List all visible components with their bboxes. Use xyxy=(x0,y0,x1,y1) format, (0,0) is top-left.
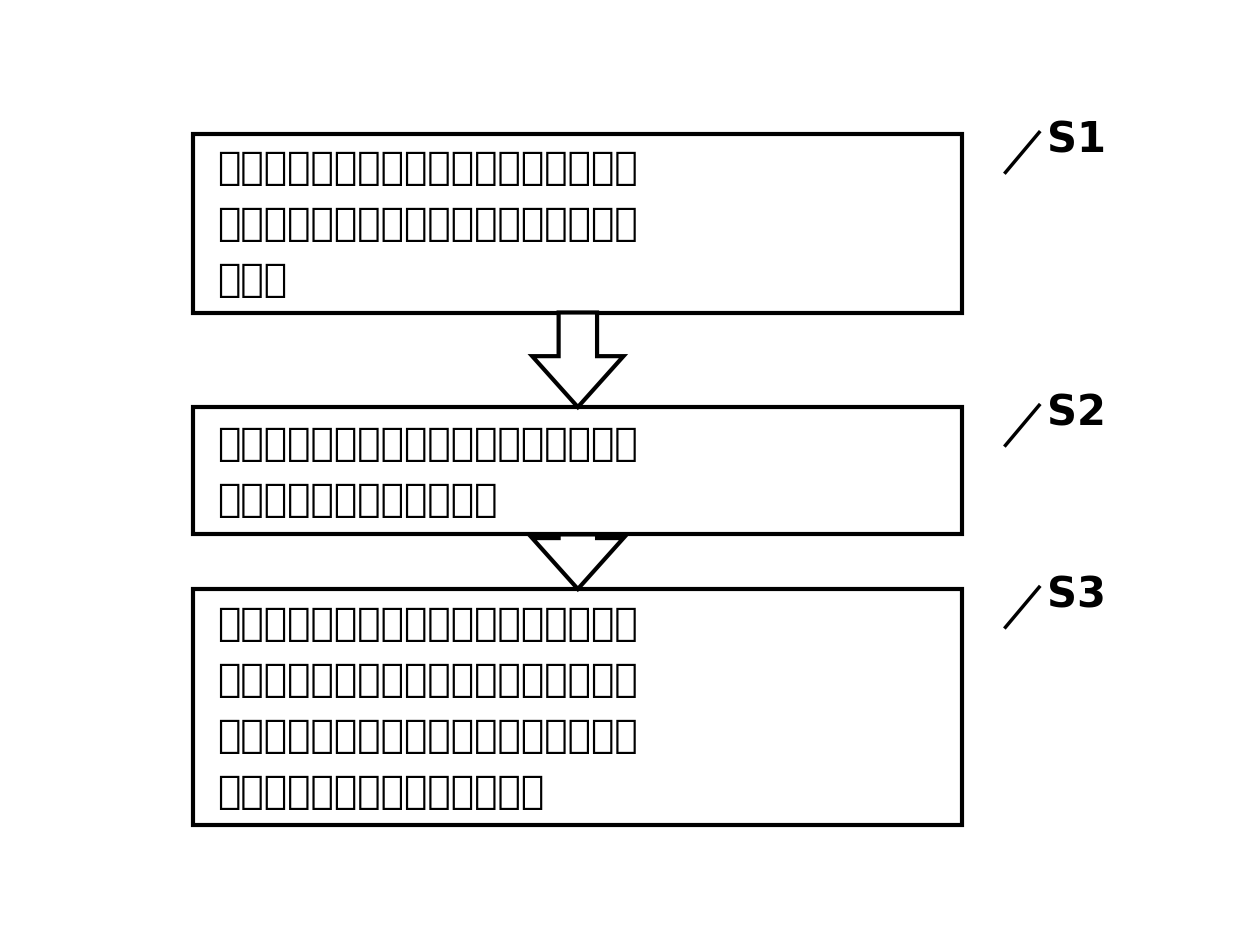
Bar xyxy=(193,408,962,535)
Text: S3: S3 xyxy=(1047,574,1106,615)
Text: 根据段号查询预先存储的段表，获取段表
内段号对应的起始物理地址: 根据段号查询预先存储的段表，获取段表 内段号对应的起始物理地址 xyxy=(217,424,639,518)
Polygon shape xyxy=(532,535,624,589)
Text: S1: S1 xyxy=(1047,120,1106,161)
Text: 根据段内偏移量与起始物理地址，获取相
对于起始物理地址偏移段内偏移量的实际
物理地址，并根据实际物理地址对指令地
址空间或数据地址空间进行访问: 根据段内偏移量与起始物理地址，获取相 对于起始物理地址偏移段内偏移量的实际 物理… xyxy=(217,604,639,810)
Bar xyxy=(193,589,962,826)
Text: S2: S2 xyxy=(1047,392,1106,434)
Polygon shape xyxy=(532,313,624,408)
Bar xyxy=(193,135,962,313)
Text: 接收控制程序中的待执行指令或待处理数
据的逻辑地址，逻辑地址包括段号、段内
偏移量: 接收控制程序中的待执行指令或待处理数 据的逻辑地址，逻辑地址包括段号、段内 偏移… xyxy=(217,149,639,299)
